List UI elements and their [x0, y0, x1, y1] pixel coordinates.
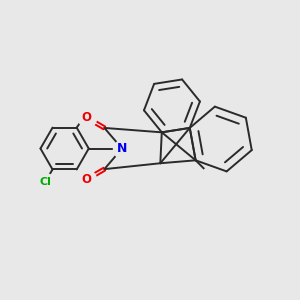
Text: Cl: Cl [39, 177, 51, 187]
Text: O: O [82, 173, 92, 186]
Text: O: O [82, 111, 92, 124]
Text: N: N [117, 142, 127, 155]
